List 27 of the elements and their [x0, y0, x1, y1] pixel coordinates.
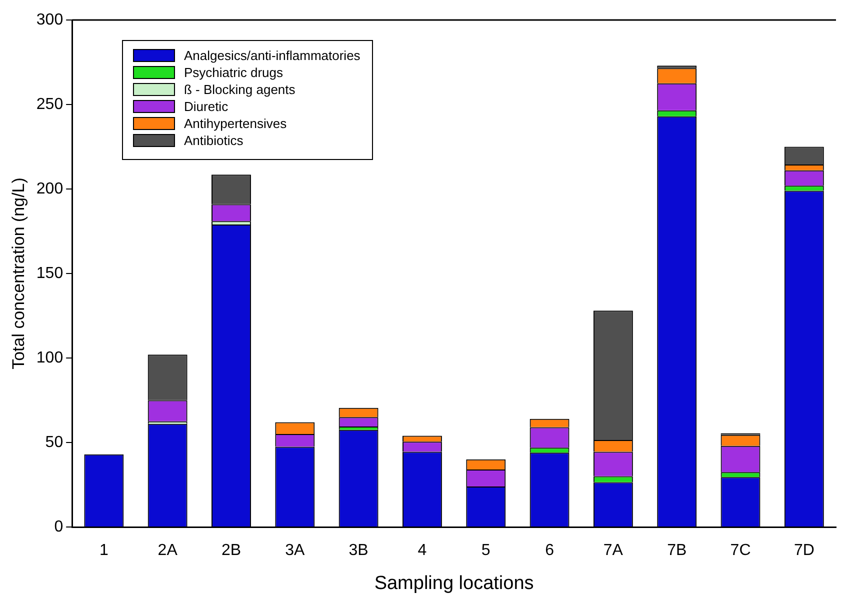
y-tick-label: 0: [54, 518, 64, 536]
legend-label: ß - Blocking agents: [184, 81, 296, 98]
x-tick-label: 7A: [603, 542, 624, 560]
legend-label: Analgesics/anti-inflammatories: [184, 47, 360, 64]
x-tick-label: 6: [545, 542, 554, 560]
y-axis-title: Total concentration (ng/L): [8, 178, 28, 370]
x-tick-label: 2A: [158, 542, 178, 560]
y-tick-label: 50: [45, 434, 64, 451]
y-tick-label: 100: [36, 349, 64, 366]
y-tick-label: 200: [36, 180, 64, 198]
x-tick-label: 3A: [285, 542, 306, 560]
x-tick-label: 7D: [794, 542, 814, 560]
y-tick-label: 150: [36, 264, 64, 282]
legend-label: Diuretic: [184, 98, 228, 115]
y-tick-label: 250: [36, 96, 64, 113]
legend-label: Antibiotics: [184, 132, 244, 149]
x-tick-label: 1: [99, 542, 108, 560]
x-tick-label: 7C: [730, 542, 751, 560]
legend-label: Antihypertensives: [184, 115, 287, 132]
x-tick-label: 5: [481, 542, 490, 560]
x-axis-title: Sampling locations: [374, 572, 534, 594]
x-tick-label: 7B: [667, 542, 687, 560]
y-tick-label: 300: [36, 11, 64, 28]
x-tick-label: 3B: [348, 542, 368, 560]
legend-label: Psychiatric drugs: [184, 64, 283, 81]
x-tick-label: 2B: [221, 542, 242, 560]
x-tick-label: 4: [418, 542, 427, 560]
